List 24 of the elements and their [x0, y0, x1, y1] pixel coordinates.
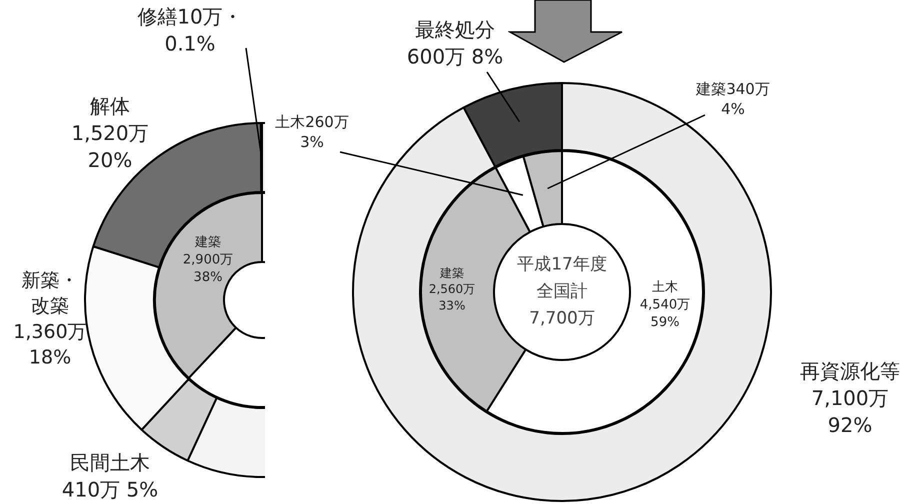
slice-label: 土木 [652, 280, 678, 295]
slice-label: 民間土木 [70, 450, 150, 475]
slice-label: 再資源化等 [800, 359, 900, 384]
slice-label: 最終処分 [415, 18, 495, 42]
category-label: 建築340万 [696, 80, 770, 98]
slice-label: 解体 [90, 94, 130, 118]
data-label: 2,560万 33% [428, 282, 476, 312]
slice-label: 修繕10万・ 0.1% [137, 4, 243, 56]
data-label: 2,900万 38% [182, 252, 234, 285]
text: 3% [300, 133, 324, 152]
text: 4% [721, 100, 745, 118]
slice-label: 建築 [194, 234, 221, 250]
category-label: 土木260万 [275, 112, 349, 131]
slice-label: 新築・改築 [22, 269, 78, 318]
text: 全国計 [536, 281, 588, 302]
data-label: 7,100万 92% [811, 386, 889, 438]
slice-label: 建築 [439, 266, 464, 280]
data-label: 1,520万 20% [71, 121, 149, 172]
data-label: 410万 5% [62, 478, 158, 502]
text: 7,700万 [529, 308, 595, 328]
data-label: 1,360万 18% [13, 320, 87, 368]
text: 平成17年度 [517, 254, 607, 274]
data-label: 600万 8% [406, 44, 504, 69]
data-label: 4,540万 59% [640, 297, 690, 330]
